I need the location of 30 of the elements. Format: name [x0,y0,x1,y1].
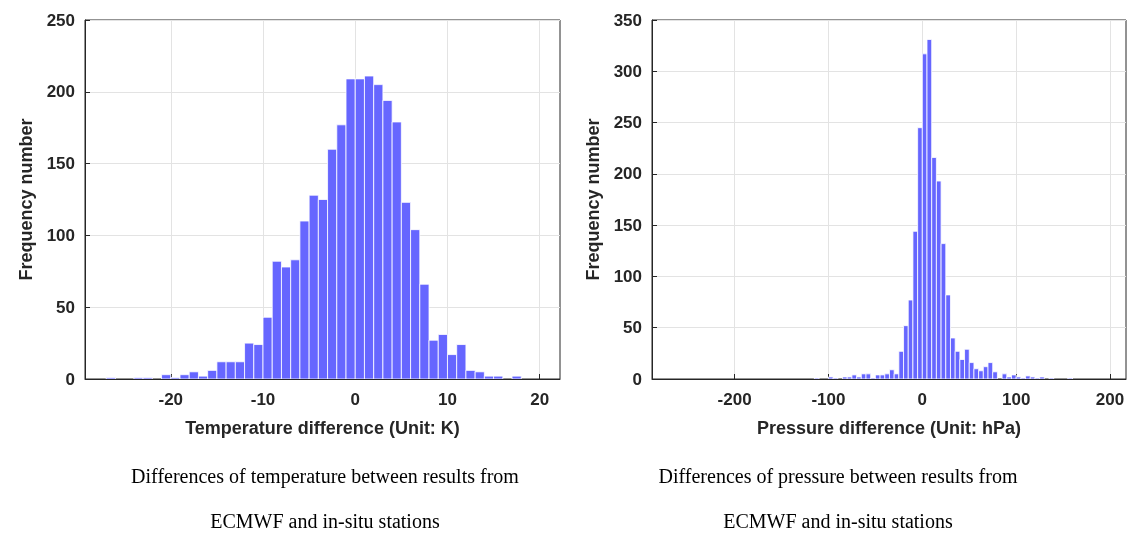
y-tick-label: 0 [65,369,75,389]
y-tick-label: 200 [46,82,75,102]
x-tick-label: -100 [811,390,846,409]
x-tick-label: 20 [530,390,550,409]
y-tick-label: 350 [613,10,642,30]
text: Differences of temperature between results from ECMWF and in-situ stations [130,464,520,534]
y-tick-label: 50 [56,297,75,317]
y-tick-label: 300 [613,61,642,81]
x-tick-label: 100 [1001,390,1031,409]
y-tick-label: 250 [613,113,642,133]
x-tick-label: 0 [350,390,360,409]
y-tick-label: 50 [623,318,642,338]
y-tick-label: 150 [613,215,642,235]
y-axis-title: Frequency number [583,118,603,281]
x-axis-title: Pressure difference (Unit: hPa) [756,418,1022,438]
y-axis-title: Frequency number [16,118,36,281]
x-tick-label: -200 [717,390,752,409]
y-tick-label: 200 [613,164,642,184]
y-tick-label: 100 [613,266,642,286]
y-tick-label: 100 [46,225,75,245]
x-tick-label: -20 [158,390,184,409]
x-tick-label: -10 [250,390,276,409]
x-tick-label: 200 [1095,390,1125,409]
y-tick-label: 0 [632,369,642,389]
y-tick-label: 150 [46,154,75,174]
x-tick-label: 10 [438,390,457,409]
x-axis-title: Temperature difference (Unit: K) [185,418,460,438]
y-tick-label: 250 [46,10,75,30]
text: Differences of pressure between results from ECMWF and in-situ stations [657,464,1019,534]
x-tick-label: 0 [917,390,928,409]
